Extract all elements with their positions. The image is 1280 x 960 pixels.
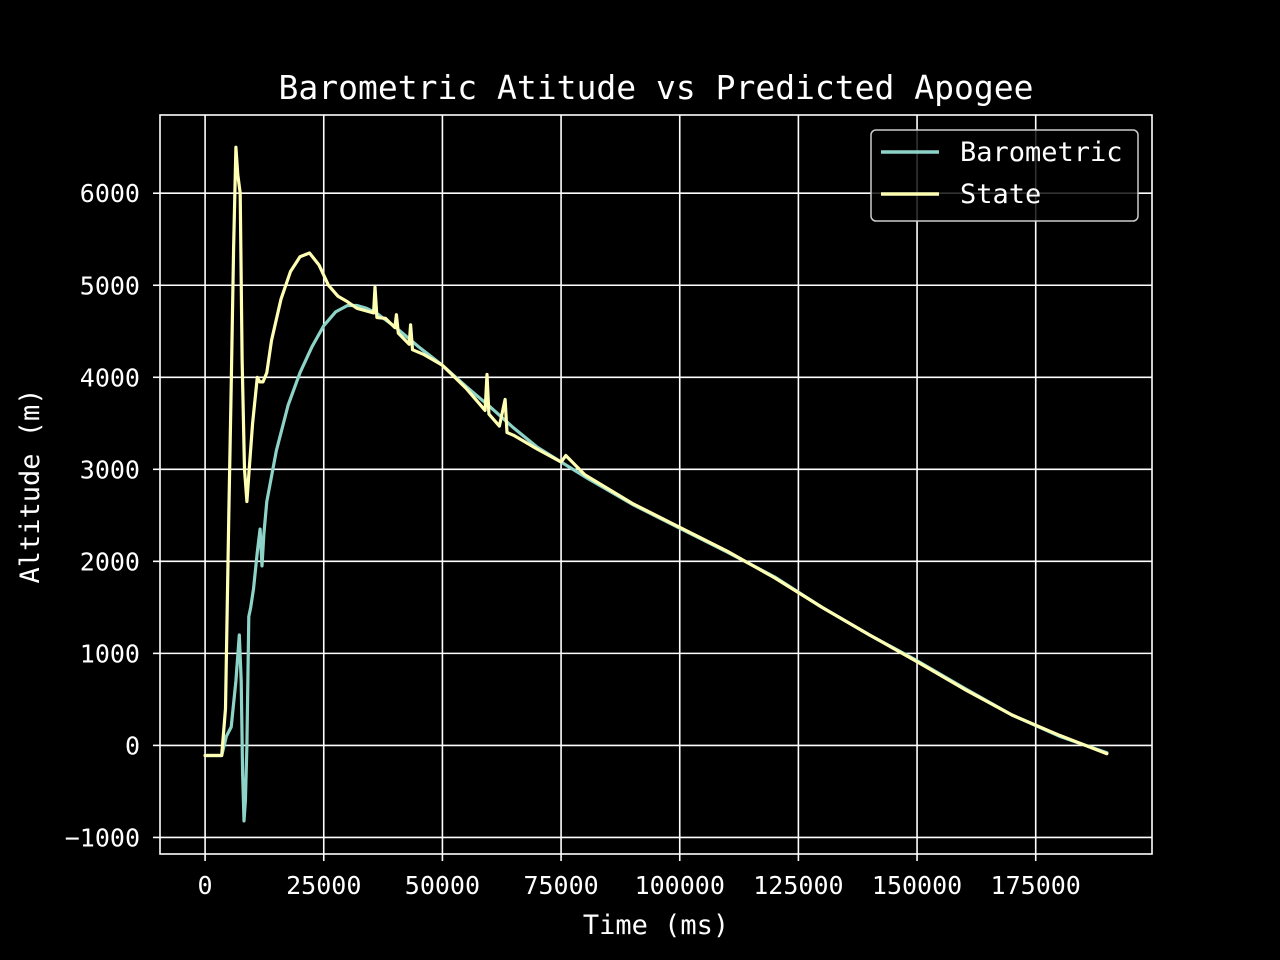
plot-lines xyxy=(203,145,1109,823)
y-tick-label: −1000 xyxy=(65,823,140,852)
plot-frame xyxy=(159,114,1153,855)
x-tick-label: 0 xyxy=(198,871,213,900)
x-axis-label: Time (ms) xyxy=(583,910,729,941)
legend: Barometric State xyxy=(870,129,1139,222)
y-tick-label: 1000 xyxy=(80,639,140,668)
y-tick-label: 4000 xyxy=(80,363,140,392)
x-tick-label: 25000 xyxy=(286,871,361,900)
y-tick-label: 6000 xyxy=(80,179,140,208)
grid xyxy=(160,115,1152,854)
x-tick-label: 75000 xyxy=(523,871,598,900)
legend-label-state: State xyxy=(960,179,1041,210)
legend-label-barometric: Barometric xyxy=(960,137,1123,168)
y-axis-label: Altitude (m) xyxy=(15,388,46,583)
x-tick-label: 150000 xyxy=(872,871,962,900)
x-tick-label: 50000 xyxy=(405,871,480,900)
x-tick-label: 175000 xyxy=(991,871,1081,900)
chart-title: Barometric Atitude vs Predicted Apogee xyxy=(279,68,1034,107)
y-tick-label: 5000 xyxy=(80,271,140,300)
y-tick-label: 0 xyxy=(125,731,140,760)
axis-ticks: 0 25000 50000 75000 100000 125000 150000 175000… xyxy=(65,179,1081,900)
x-tick-label: 125000 xyxy=(753,871,843,900)
y-tick-label: 2000 xyxy=(80,547,140,576)
y-tick-label: 3000 xyxy=(80,455,140,484)
series-line-state xyxy=(203,145,1109,758)
x-tick-label: 100000 xyxy=(635,871,725,900)
